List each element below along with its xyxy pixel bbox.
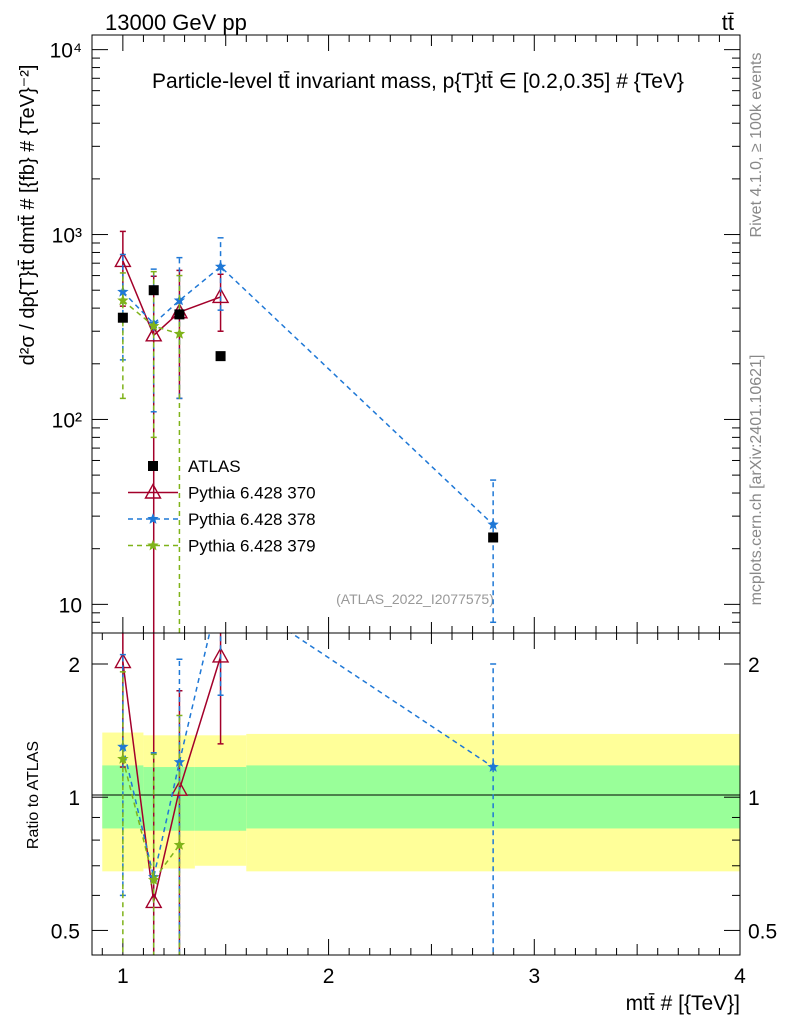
y-tick-label: 0.5 xyxy=(748,920,777,943)
ratio-point xyxy=(215,580,226,591)
ratio-y-axis-label: Ratio to ATLAS xyxy=(25,741,42,849)
series-atlas xyxy=(117,285,499,543)
ratio-uncertainty-bands xyxy=(102,732,741,872)
legend-entry: ATLAS xyxy=(148,457,241,476)
ratio-point xyxy=(487,761,499,772)
data-point xyxy=(145,325,163,342)
legend-label: Pythia 6.428 370 xyxy=(188,484,316,503)
data-point xyxy=(488,532,499,543)
data-point xyxy=(117,285,129,297)
x-tick-label: 3 xyxy=(528,965,540,988)
main-axis-ticks: 10 10² 10³ 10⁴ xyxy=(50,35,740,634)
y-tick-label: 10³ xyxy=(52,225,82,248)
data-point xyxy=(214,260,227,272)
ratio-series-pythia-6-428-379 xyxy=(117,671,186,955)
energy-label: 13000 GeV pp xyxy=(105,10,247,35)
y-tick-label: 1 xyxy=(748,787,760,810)
y-tick-label: 1 xyxy=(68,787,80,810)
data-point xyxy=(174,309,185,320)
data-point xyxy=(117,312,128,323)
main-series-layer xyxy=(114,230,499,633)
legend-entry: Pythia 6.428 379 xyxy=(128,537,316,556)
data-point xyxy=(117,294,129,306)
legend-label: Pythia 6.428 378 xyxy=(188,510,316,529)
ratio-point xyxy=(117,740,129,752)
ratio-line xyxy=(122,758,181,882)
ratio-line xyxy=(122,633,494,878)
legend-marker xyxy=(147,539,159,551)
y-tick-label: 10 xyxy=(59,594,82,617)
x-tick-label: 2 xyxy=(323,965,335,988)
legend-marker xyxy=(147,513,159,524)
x-tick-label: 1 xyxy=(117,965,129,988)
ratio-point xyxy=(173,756,186,767)
main-y-axis-label: d²σ / dp{T}tt̄ dmtt̄ # [{fb} # {TeV}⁻²] xyxy=(17,65,39,366)
y-tick-label: 10² xyxy=(52,409,82,432)
main-title: Particle-level tt̄ invariant mass, p{T}t… xyxy=(152,70,684,93)
mcplots-label: mcplots.cern.ch [arXiv:2401.10621] xyxy=(748,355,765,606)
ratio-frame xyxy=(91,632,741,956)
ratio-line xyxy=(122,656,222,903)
ratio-panel: 0.5 0.5 1 1 2 2 1 2 3 4 Ratio to ATLAS mtt̄ # [{T… xyxy=(25,580,777,1015)
process-label: tt̄ xyxy=(722,10,734,35)
y-tick-label: 2 xyxy=(748,654,760,677)
ratio-point xyxy=(170,780,189,796)
data-point xyxy=(487,518,499,530)
ratio-axis-ticks: 0.5 0.5 1 1 2 2 1 2 3 4 xyxy=(51,633,777,988)
legend-label: ATLAS xyxy=(188,457,241,476)
data-point xyxy=(148,320,160,331)
legend-marker xyxy=(148,461,158,471)
series-pythia-6-428-378 xyxy=(117,237,499,624)
ratio-point xyxy=(173,839,186,850)
legend-label: Pythia 6.428 379 xyxy=(188,537,316,556)
y-tick-label: 0.5 xyxy=(51,920,80,943)
ratio-point xyxy=(117,753,129,764)
data-point xyxy=(215,351,226,362)
ratio-series-layer xyxy=(114,580,499,955)
inner-band xyxy=(194,767,247,831)
y-tick-label: 10⁴ xyxy=(50,40,82,63)
series-line xyxy=(122,265,494,526)
x-tick-label: 4 xyxy=(734,965,746,988)
x-axis-label: mtt̄ # [{TeV}] xyxy=(626,992,740,1015)
legend-marker xyxy=(144,483,162,499)
series-pythia-6-428-370 xyxy=(114,230,230,633)
ratio-point xyxy=(148,874,160,885)
chart-watermark: (ATLAS_2022_I2077575) xyxy=(336,591,494,607)
data-point xyxy=(148,285,159,296)
data-point xyxy=(211,287,230,304)
y-tick-label: 2 xyxy=(68,654,80,677)
legend: ATLAS Pythia 6.428 370 Pythia 6.428 378 Pyt… xyxy=(128,457,316,556)
ratio-point xyxy=(211,647,230,663)
rivet-label: Rivet 4.1.0, ≥ 100k events xyxy=(748,53,765,238)
series-pythia-6-428-379 xyxy=(117,270,186,633)
legend-entry: Pythia 6.428 370 xyxy=(128,483,316,503)
data-point xyxy=(173,328,186,339)
legend-entry: Pythia 6.428 378 xyxy=(128,510,316,529)
ratio-clipped xyxy=(114,580,499,955)
series-line xyxy=(122,260,221,337)
main-panel: Particle-level tt̄ invariant mass, p{T}t… xyxy=(17,34,741,634)
